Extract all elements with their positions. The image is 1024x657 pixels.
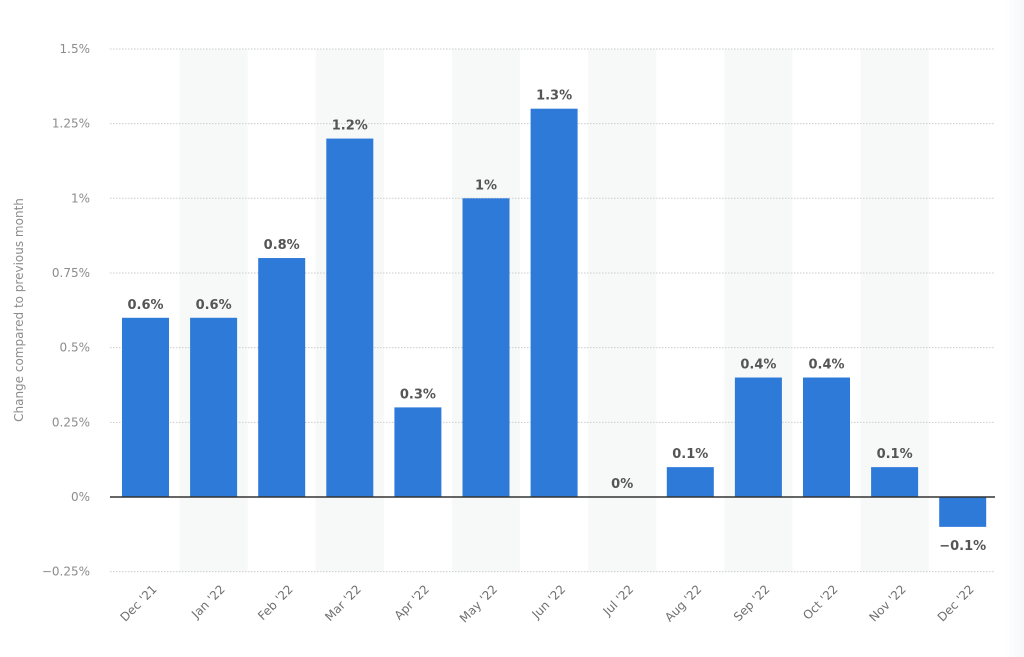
data-label: 0.6% — [196, 298, 232, 313]
data-label: 0.4% — [740, 358, 776, 373]
x-tick-label: Aug '22 — [662, 582, 704, 624]
data-label: 0.1% — [877, 447, 913, 462]
bar[interactable] — [803, 377, 850, 497]
x-tick-label: Jun '22 — [529, 582, 569, 622]
data-label: −0.1% — [939, 539, 986, 554]
x-tick-label: Sep '22 — [731, 582, 773, 624]
x-tick-label: Oct '22 — [800, 582, 840, 622]
data-label: 0.3% — [400, 387, 436, 402]
side-toolbar — [1004, 0, 1024, 657]
data-labels: 0.6% 0.6% 0.8% 1.2% 0.3% 1% 1.3% 0% 0.1% 0.4% 0.4%… — [127, 89, 986, 554]
x-tick-label: Jan '22 — [188, 582, 228, 622]
bar[interactable] — [122, 317, 169, 497]
data-label: 0.8% — [264, 238, 300, 253]
data-label: 1.2% — [332, 119, 368, 134]
bars — [122, 108, 987, 527]
bar[interactable] — [258, 258, 306, 497]
bar[interactable] — [462, 198, 510, 498]
bar[interactable] — [666, 467, 714, 497]
data-label: 0.4% — [808, 358, 844, 373]
data-label: 1% — [475, 178, 497, 193]
x-tick-label: Dec '21 — [117, 582, 159, 624]
data-label: 1.3% — [536, 89, 572, 104]
y-tick-label: 0% — [71, 490, 90, 504]
x-tick-label: Dec '22 — [935, 582, 977, 624]
x-tick-label: Jul '22 — [600, 582, 637, 619]
bar[interactable] — [326, 138, 374, 497]
y-tick-label: 1.25% — [52, 117, 90, 131]
bar[interactable] — [871, 467, 919, 497]
bar[interactable] — [190, 317, 238, 497]
y-tick-label: 0.25% — [52, 415, 90, 429]
data-label: 0% — [611, 477, 633, 492]
column-band — [588, 48, 657, 572]
x-tick-label: Apr '22 — [392, 582, 432, 622]
y-tick-label: 0.5% — [60, 341, 91, 355]
y-tick-label: −0.25% — [42, 565, 90, 579]
x-axis-ticks: Dec '21 Jan '22 Feb '22 Mar '22 Apr '22 May '… — [117, 582, 976, 625]
data-label: 0.6% — [127, 298, 163, 313]
x-tick-label: May '22 — [457, 582, 500, 625]
bar[interactable] — [394, 407, 442, 497]
bar[interactable] — [939, 497, 987, 527]
y-tick-label: 1% — [71, 191, 90, 205]
y-tick-label: 1.5% — [60, 42, 91, 56]
bar[interactable] — [530, 108, 578, 497]
x-tick-label: Feb '22 — [255, 582, 296, 623]
bar[interactable] — [734, 377, 782, 497]
data-label: 0.1% — [672, 447, 708, 462]
x-tick-label: Nov '22 — [866, 582, 908, 624]
y-axis-ticks: 1.5% 1.25% 1% 0.75% 0.5% 0.25% 0% −0.25% — [42, 42, 90, 579]
y-axis-label: Change compared to previous month — [12, 198, 26, 422]
y-tick-label: 0.75% — [52, 266, 90, 280]
x-tick-label: Mar '22 — [322, 582, 364, 624]
